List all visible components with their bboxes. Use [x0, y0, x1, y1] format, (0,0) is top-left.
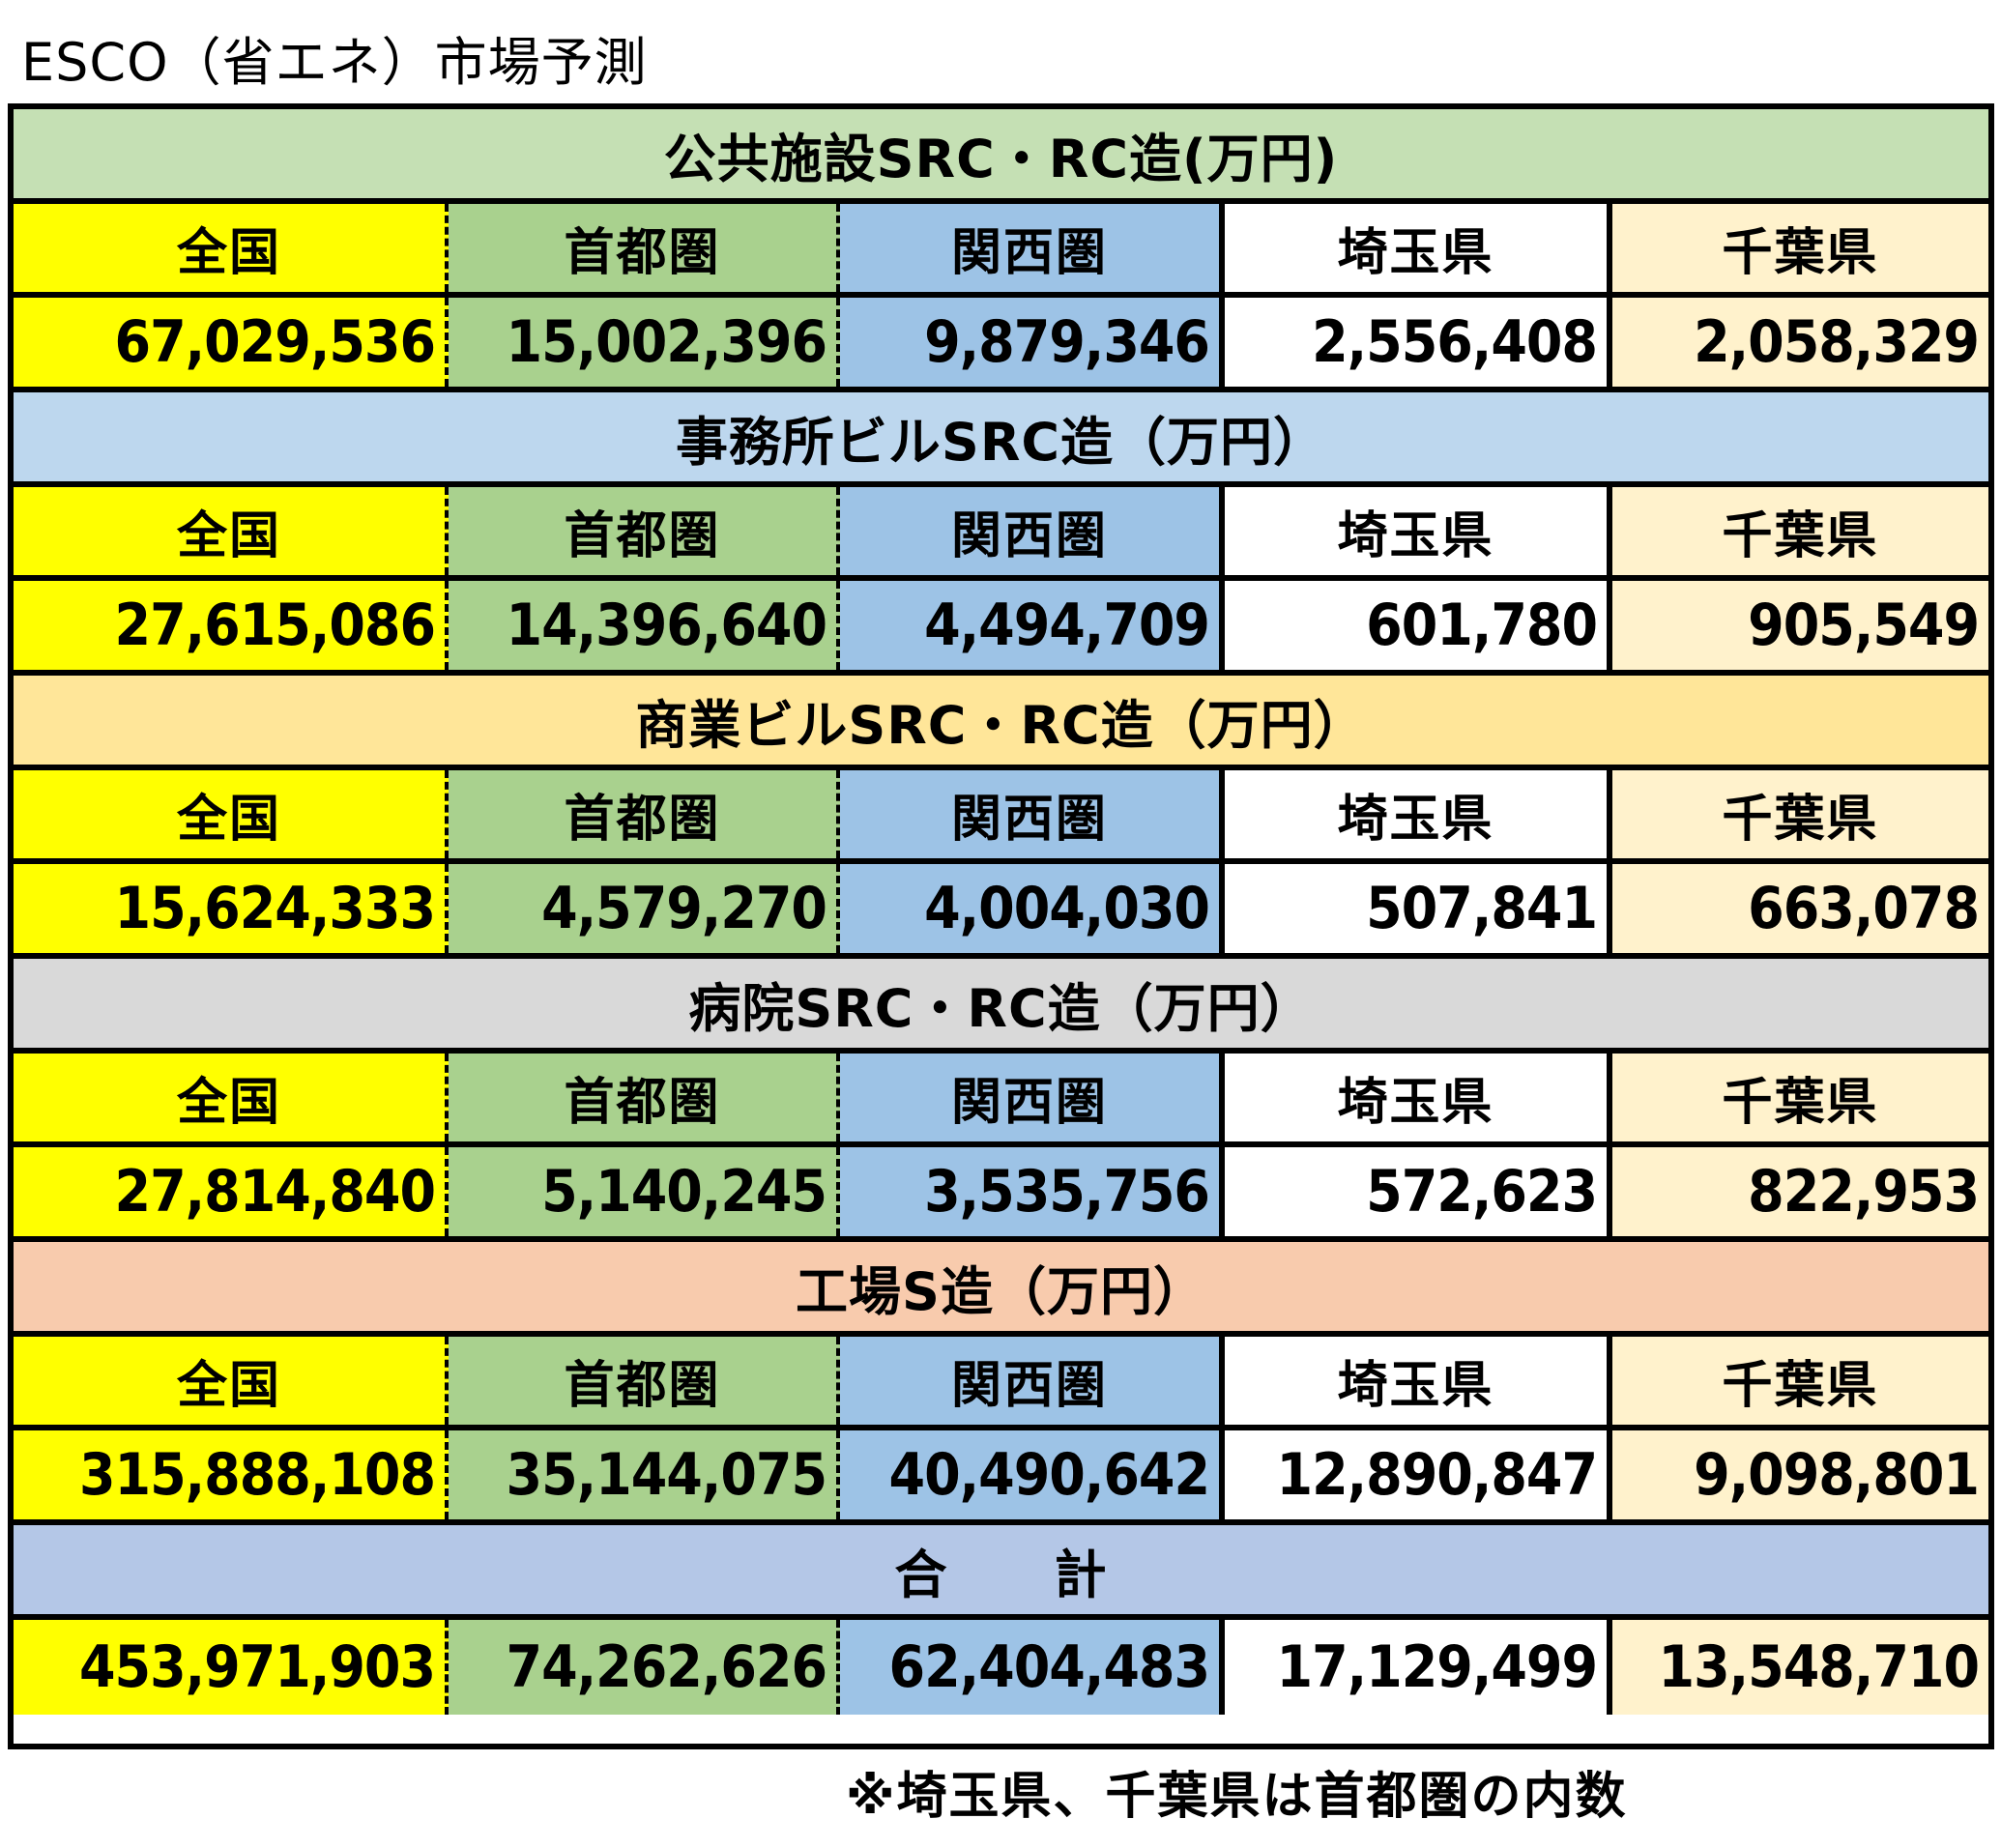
header-kansai: 関西圏 — [840, 770, 1225, 858]
section-2-value-row: 27,615,086 14,396,640 4,494,709 601,780 905,… — [14, 581, 1988, 676]
header-shutoken: 首都圏 — [449, 1337, 840, 1425]
value-saitama: 12,890,847 — [1225, 1430, 1612, 1519]
total-title-row: 合 計 — [14, 1525, 1988, 1620]
section-2-title-row: 事務所ビルSRC造（万円） — [14, 392, 1988, 487]
section-4-value-row: 27,814,840 5,140,245 3,535,756 572,623 822,9… — [14, 1147, 1988, 1242]
value-kansai: 62,404,483 — [840, 1620, 1225, 1715]
header-saitama: 埼玉県 — [1225, 487, 1612, 575]
section-3-value-row: 15,624,333 4,579,270 4,004,030 507,841 663,0… — [14, 864, 1988, 959]
total-title: 合 計 — [14, 1525, 1988, 1614]
header-kansai: 関西圏 — [840, 487, 1225, 575]
header-shutoken: 首都圏 — [449, 204, 840, 292]
section-5-title: 工場S造（万円） — [14, 1242, 1988, 1331]
header-chiba: 千葉県 — [1612, 487, 1988, 575]
value-national: 27,615,086 — [14, 581, 449, 670]
value-shutoken: 74,262,626 — [449, 1620, 840, 1715]
section-1-value-row: 67,029,536 15,002,396 9,879,346 2,556,408 2,… — [14, 298, 1988, 392]
header-chiba: 千葉県 — [1612, 1054, 1988, 1141]
section-4-title-row: 病院SRC・RC造（万円） — [14, 959, 1988, 1054]
value-chiba: 822,953 — [1612, 1147, 1988, 1236]
value-kansai: 9,879,346 — [840, 298, 1225, 387]
section-5-title-row: 工場S造（万円） — [14, 1242, 1988, 1337]
value-saitama: 601,780 — [1225, 581, 1612, 670]
market-forecast-table: 公共施設SRC・RC造(万円) 全国 首都圏 関西圏 埼玉県 千葉県 67,029,536 1… — [8, 103, 1994, 1749]
header-shutoken: 首都圏 — [449, 487, 840, 575]
value-shutoken: 35,144,075 — [449, 1430, 840, 1519]
header-national: 全国 — [14, 204, 449, 292]
value-saitama: 572,623 — [1225, 1147, 1612, 1236]
header-saitama: 埼玉県 — [1225, 770, 1612, 858]
value-shutoken: 14,396,640 — [449, 581, 840, 670]
footnote: ※埼玉県、千葉県は首都圏の内数 — [846, 1768, 1628, 1826]
value-national: 67,029,536 — [14, 298, 449, 387]
value-saitama: 17,129,499 — [1225, 1620, 1612, 1715]
section-3-title: 商業ビルSRC・RC造（万円） — [14, 676, 1988, 765]
header-shutoken: 首都圏 — [449, 1054, 840, 1141]
section-1-title-row: 公共施設SRC・RC造(万円) — [14, 109, 1988, 204]
value-national: 453,971,903 — [14, 1620, 449, 1715]
value-shutoken: 15,002,396 — [449, 298, 840, 387]
value-shutoken: 4,579,270 — [449, 864, 840, 953]
value-national: 315,888,108 — [14, 1430, 449, 1519]
value-national: 15,624,333 — [14, 864, 449, 953]
section-1-title: 公共施設SRC・RC造(万円) — [14, 109, 1988, 198]
header-chiba: 千葉県 — [1612, 1337, 1988, 1425]
header-chiba: 千葉県 — [1612, 770, 1988, 858]
section-5-header-row: 全国 首都圏 関西圏 埼玉県 千葉県 — [14, 1337, 1988, 1430]
value-national: 27,814,840 — [14, 1147, 449, 1236]
total-value-row: 453,971,903 74,262,626 62,404,483 17,129,49… — [14, 1620, 1988, 1715]
section-3-header-row: 全国 首都圏 関西圏 埼玉県 千葉県 — [14, 770, 1988, 864]
value-chiba: 663,078 — [1612, 864, 1988, 953]
value-chiba: 2,058,329 — [1612, 298, 1988, 387]
header-saitama: 埼玉県 — [1225, 1337, 1612, 1425]
header-national: 全国 — [14, 770, 449, 858]
section-4-header-row: 全国 首都圏 関西圏 埼玉県 千葉県 — [14, 1054, 1988, 1147]
header-saitama: 埼玉県 — [1225, 204, 1612, 292]
value-kansai: 40,490,642 — [840, 1430, 1225, 1519]
value-chiba: 905,549 — [1612, 581, 1988, 670]
value-saitama: 507,841 — [1225, 864, 1612, 953]
header-shutoken: 首都圏 — [449, 770, 840, 858]
header-saitama: 埼玉県 — [1225, 1054, 1612, 1141]
header-kansai: 関西圏 — [840, 204, 1225, 292]
header-national: 全国 — [14, 1337, 449, 1425]
header-national: 全国 — [14, 487, 449, 575]
value-shutoken: 5,140,245 — [449, 1147, 840, 1236]
header-kansai: 関西圏 — [840, 1054, 1225, 1141]
header-kansai: 関西圏 — [840, 1337, 1225, 1425]
section-1-header-row: 全国 首都圏 関西圏 埼玉県 千葉県 — [14, 204, 1988, 298]
section-2-title: 事務所ビルSRC造（万円） — [14, 392, 1988, 481]
header-national: 全国 — [14, 1054, 449, 1141]
section-4-title: 病院SRC・RC造（万円） — [14, 959, 1988, 1048]
value-saitama: 2,556,408 — [1225, 298, 1612, 387]
value-kansai: 4,494,709 — [840, 581, 1225, 670]
value-chiba: 13,548,710 — [1612, 1620, 1988, 1715]
value-kansai: 3,535,756 — [840, 1147, 1225, 1236]
value-chiba: 9,098,801 — [1612, 1430, 1988, 1519]
header-chiba: 千葉県 — [1612, 204, 1988, 292]
section-5-value-row: 315,888,108 35,144,075 40,490,642 12,890,84… — [14, 1430, 1988, 1525]
section-2-header-row: 全国 首都圏 関西圏 埼玉県 千葉県 — [14, 487, 1988, 581]
page-title: ESCO（省エネ）市場予測 — [21, 32, 648, 93]
value-kansai: 4,004,030 — [840, 864, 1225, 953]
section-3-title-row: 商業ビルSRC・RC造（万円） — [14, 676, 1988, 770]
